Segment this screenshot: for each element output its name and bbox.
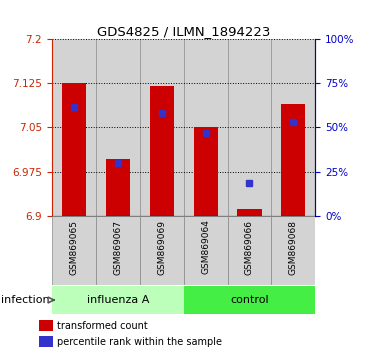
Bar xyxy=(39,320,53,331)
Text: transformed count: transformed count xyxy=(58,321,148,331)
Text: GSM869064: GSM869064 xyxy=(201,219,210,274)
Bar xyxy=(52,286,184,314)
Bar xyxy=(106,159,130,216)
Bar xyxy=(140,39,184,216)
Text: GSM869069: GSM869069 xyxy=(157,219,166,274)
Bar xyxy=(39,336,53,347)
Bar xyxy=(52,39,96,216)
Bar xyxy=(96,39,140,216)
Bar xyxy=(96,216,140,285)
Bar xyxy=(52,216,96,285)
Text: control: control xyxy=(230,295,269,305)
Bar xyxy=(237,209,262,216)
Bar xyxy=(281,104,305,216)
Text: GSM869065: GSM869065 xyxy=(69,219,78,274)
Bar xyxy=(184,39,227,216)
Bar xyxy=(140,216,184,285)
Text: GSM869068: GSM869068 xyxy=(289,219,298,274)
Bar xyxy=(62,83,86,216)
Bar xyxy=(184,286,315,314)
Title: GDS4825 / ILMN_1894223: GDS4825 / ILMN_1894223 xyxy=(97,25,270,38)
Bar xyxy=(194,127,218,216)
Bar xyxy=(272,216,315,285)
Text: percentile rank within the sample: percentile rank within the sample xyxy=(58,337,223,347)
Bar xyxy=(227,39,272,216)
Text: influenza A: influenza A xyxy=(86,295,149,305)
Bar xyxy=(227,216,272,285)
Text: GSM869067: GSM869067 xyxy=(113,219,122,274)
Bar xyxy=(184,216,227,285)
Text: GSM869066: GSM869066 xyxy=(245,219,254,274)
Text: infection: infection xyxy=(1,295,50,305)
Bar xyxy=(272,39,315,216)
Bar xyxy=(150,86,174,216)
